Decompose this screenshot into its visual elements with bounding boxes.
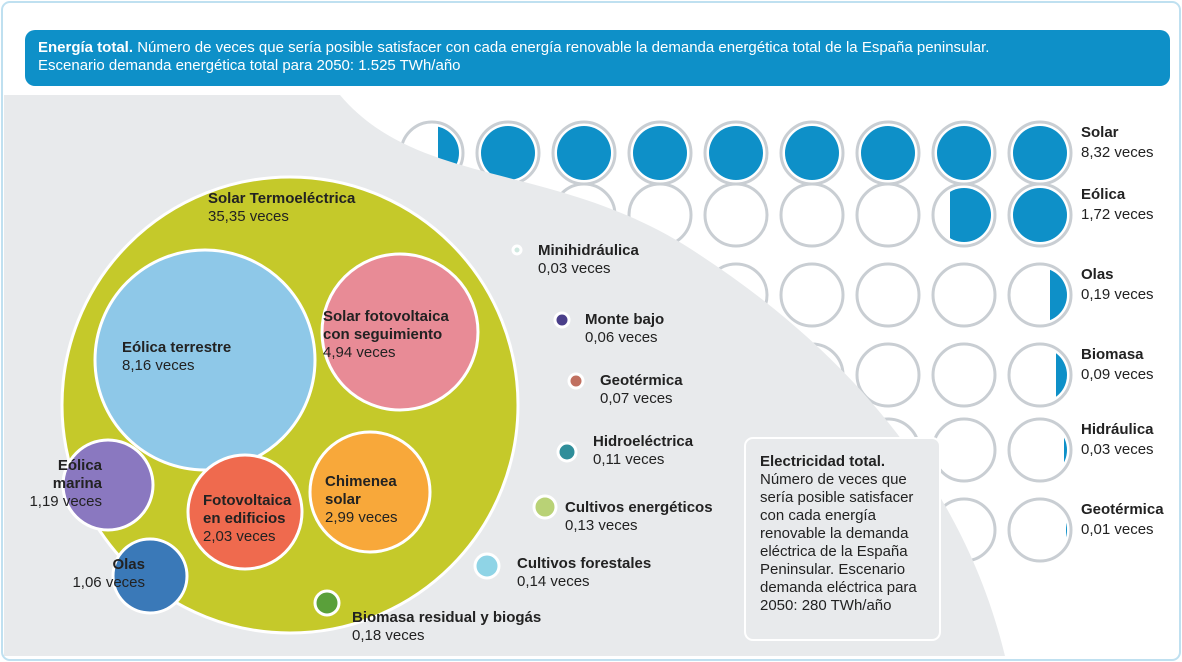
- grid-fill: [557, 126, 611, 180]
- right-name: Solar: [1081, 124, 1119, 141]
- electricity-line: sería posible satisfacer: [760, 489, 913, 506]
- right-name: Olas: [1081, 266, 1114, 283]
- bubble-name: Cultivos energéticos: [565, 499, 713, 516]
- right-name: Biomasa: [1081, 346, 1144, 363]
- header-line: Energía total. Número de veces que sería…: [38, 39, 989, 56]
- electricity-line: Número de veces que: [760, 471, 907, 488]
- grid-fill: [709, 126, 763, 180]
- grid-fill: [937, 126, 991, 180]
- electricity-line: demanda eléctrica para: [760, 579, 917, 596]
- right-value: 0,01 veces: [1081, 521, 1154, 538]
- bubble-value: 0,11 veces: [593, 451, 664, 468]
- grid-fill: [1013, 126, 1067, 180]
- bubble-value: 0,03 veces: [538, 260, 611, 277]
- bubble-name: Eólica terrestre: [122, 339, 231, 356]
- bubbles: [60, 175, 585, 635]
- bubble-name: en edificios: [203, 510, 286, 527]
- bubble-name: solar: [325, 491, 361, 508]
- bubble-value: 1,06 veces: [72, 574, 145, 591]
- grid-circle: [855, 182, 921, 248]
- bubble-name: Cultivos forestales: [517, 555, 651, 572]
- bubble-value: 8,16 veces: [122, 357, 195, 374]
- electricity-box: [744, 437, 941, 641]
- bubble-name: Geotérmica: [600, 372, 683, 389]
- right-name: Eólica: [1081, 186, 1126, 203]
- bubble: [556, 441, 578, 463]
- right-value: 8,32 veces: [1081, 144, 1154, 161]
- electricity-line: 2050: 280 TWh/año: [760, 597, 891, 614]
- right-name: Geotérmica: [1081, 501, 1164, 518]
- bubble: [308, 430, 432, 554]
- bubble: [553, 311, 571, 329]
- bubble: [473, 552, 501, 580]
- bubble-value: 4,94 veces: [323, 344, 396, 361]
- bubble-name: Eólica: [58, 457, 103, 474]
- right-value: 0,03 veces: [1081, 441, 1154, 458]
- grid-circle: [779, 182, 845, 248]
- bubble: [186, 453, 304, 571]
- bubble-value: 35,35 veces: [208, 208, 289, 225]
- right-value: 1,72 veces: [1081, 206, 1154, 223]
- bubble-name: Biomasa residual y biogás: [352, 609, 541, 626]
- electricity-line: con cada energía: [760, 507, 877, 524]
- grid-circle: [855, 262, 921, 328]
- grid-circle: [931, 417, 997, 483]
- bubble-name: Chimenea: [325, 473, 397, 490]
- right-value: 0,19 veces: [1081, 286, 1154, 303]
- bubble-name: Fotovoltaica: [203, 492, 292, 509]
- right-name: Hidráulica: [1081, 421, 1154, 438]
- bubble-value: 0,14 veces: [517, 573, 590, 590]
- header-text: Número de veces que sería posible satisf…: [137, 39, 989, 56]
- bubble: [567, 372, 585, 390]
- grid-circle: [855, 342, 921, 408]
- header-bar: [25, 30, 1170, 86]
- grid-fill: [785, 126, 839, 180]
- bubble-value: 1,19 veces: [29, 493, 102, 510]
- grid-circle: [779, 262, 845, 328]
- grid-fill: [1013, 188, 1067, 242]
- grid-circle: [1007, 417, 1073, 483]
- grid-fill: [861, 126, 915, 180]
- bubble-value: 2,99 veces: [325, 509, 398, 526]
- bubble: [511, 244, 523, 256]
- bubble-name: marina: [53, 475, 103, 492]
- bubble-value: 2,03 veces: [203, 528, 276, 545]
- grid-circle: [703, 182, 769, 248]
- bubble-value: 0,06 veces: [585, 329, 658, 346]
- bubble-name: Olas: [112, 556, 145, 573]
- bubble: [111, 537, 189, 615]
- header-title: Energía total.: [38, 39, 133, 56]
- grid-fill: [481, 126, 535, 180]
- bubble: [532, 494, 558, 520]
- bubble-name: Minihidráulica: [538, 242, 640, 259]
- electricity-line: renovable la demanda: [760, 525, 909, 542]
- bubble-name: Solar Termoeléctrica: [208, 190, 356, 207]
- header-subtitle: Escenario demanda energética total para …: [38, 57, 461, 74]
- bubble: [313, 589, 341, 617]
- grid-fill: [633, 126, 687, 180]
- grid-circle: [1007, 497, 1073, 563]
- grid-circle: [931, 262, 997, 328]
- bubble-name: Monte bajo: [585, 311, 664, 328]
- bubble-name: Hidroeléctrica: [593, 433, 694, 450]
- bubble-name: Solar fotovoltaica: [323, 308, 450, 325]
- electricity-text: Electricidad total.Número de veces quese…: [760, 453, 917, 614]
- grid-circle: [931, 342, 997, 408]
- electricity-line: Peninsular. Escenario: [760, 561, 905, 578]
- bubble-value: 0,13 veces: [565, 517, 638, 534]
- electricity-title: Electricidad total.: [760, 453, 885, 470]
- bubble: [61, 438, 155, 532]
- partial-fills: [438, 126, 1067, 557]
- bubble-value: 0,18 veces: [352, 627, 425, 644]
- right-labels: Solar 8,32 veces Eólica 1,72 veces Olas 0,19 …: [1081, 124, 1164, 538]
- electricity-line: eléctrica de la España: [760, 543, 908, 560]
- right-value: 0,09 veces: [1081, 366, 1154, 383]
- bubble-name: con seguimiento: [323, 326, 442, 343]
- bubble-value: 0,07 veces: [600, 390, 673, 407]
- bubble: [320, 252, 480, 412]
- grid-circle: [1007, 342, 1073, 408]
